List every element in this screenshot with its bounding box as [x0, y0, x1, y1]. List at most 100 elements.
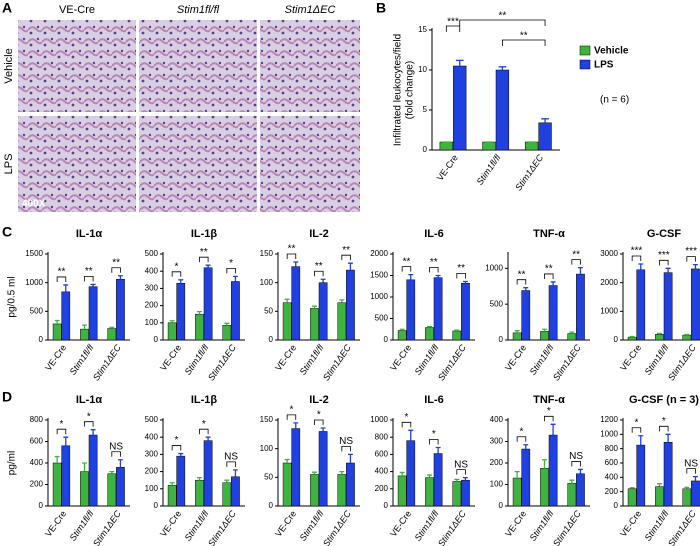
error-bar: [577, 266, 583, 275]
error-bar: [462, 280, 468, 284]
bar: [663, 272, 673, 341]
error-bar: [427, 326, 432, 328]
y-axis-label: Infiltrated leukocytes/field: [393, 34, 404, 146]
error-bar: [284, 458, 290, 463]
bar: [61, 445, 71, 507]
y-tick-label: 400: [145, 432, 159, 441]
significance-label: *: [60, 419, 64, 430]
bar: [222, 482, 232, 507]
error-bar: [684, 333, 690, 336]
significance-label: *: [202, 419, 206, 430]
error-bar: [197, 310, 202, 315]
significance-bracket: [111, 267, 121, 273]
y-tick-label: 3000: [600, 249, 618, 258]
error-bar: [205, 264, 211, 268]
bar: [167, 322, 177, 341]
significance-label: **: [430, 257, 438, 268]
error-bar: [408, 429, 414, 441]
significance-bracket: [659, 259, 669, 266]
significance-bracket: [631, 255, 642, 262]
y-tick-label: 0: [269, 335, 274, 344]
error-bar: [320, 427, 326, 432]
bar: [663, 441, 673, 507]
bar: [346, 269, 355, 341]
significance-label: *: [87, 411, 91, 422]
error-bar: [169, 320, 175, 323]
significance-bracket: [631, 427, 642, 433]
error-bar: [427, 474, 432, 478]
significance-label: NS: [684, 458, 698, 469]
x-tick-label: VE-Cre: [43, 509, 68, 539]
bar: [107, 328, 117, 341]
significance-label: *: [635, 417, 639, 428]
significance-bracket: [659, 425, 669, 432]
y-tick-label: 200: [145, 467, 159, 476]
y-tick-label: 800: [30, 415, 44, 424]
error-bar: [339, 299, 345, 303]
error-bar: [514, 330, 520, 333]
bar: [88, 434, 98, 507]
significance-label: **: [572, 249, 580, 260]
y-tick-label: 100: [260, 444, 274, 453]
x-tick-label: VE-Cre: [273, 509, 298, 539]
x-tick-label: Stim1ΔEC: [551, 508, 583, 546]
significance-label: ***: [658, 250, 670, 261]
bar: [452, 330, 462, 341]
x-tick-label: Stim1fl/fl: [475, 152, 504, 187]
bar: [452, 481, 462, 507]
column-label: Stim1fl/fl: [177, 4, 220, 16]
y-tick-label: 400: [145, 266, 159, 275]
bar: [88, 286, 98, 341]
x-tick-label: Stim1fl/fl: [298, 342, 327, 377]
x-tick-label: Stim1fl/fl: [298, 508, 327, 543]
bar: [682, 334, 692, 341]
y-tick-label: 1500: [25, 249, 43, 258]
chart-title: IL-1β: [191, 228, 218, 240]
error-bar: [312, 471, 317, 475]
bar: [195, 313, 204, 341]
bar: [80, 328, 89, 341]
significance-label: **: [403, 256, 411, 267]
chart-title: IL-1α: [76, 394, 103, 406]
legend-swatch: [579, 59, 591, 70]
significance-label: *: [229, 258, 233, 269]
y-tick-label: 500: [145, 249, 159, 258]
error-bar: [665, 267, 671, 273]
significance-bracket: [429, 439, 439, 445]
error-bar: [542, 459, 547, 469]
image: [18, 20, 136, 112]
error-bar: [205, 436, 211, 441]
bar: [512, 332, 522, 341]
error-bar: [462, 476, 468, 481]
significance-label: *: [317, 410, 321, 421]
significance-label: **: [112, 257, 120, 268]
bar: [282, 302, 292, 341]
image: [139, 20, 257, 112]
error-bar: [399, 471, 405, 476]
chart-title: TNF-α: [533, 228, 565, 240]
bar: [548, 434, 558, 507]
significance-bracket: [459, 19, 546, 26]
bar: [291, 266, 301, 341]
bar: [567, 333, 577, 341]
y-tick-label: 2000: [370, 249, 388, 258]
x-tick-label: Stim1fl/fl: [528, 508, 557, 543]
significance-bracket: [171, 445, 182, 451]
significance-bracket: [226, 267, 236, 274]
histology-images: [18, 20, 360, 212]
bar: [512, 477, 522, 507]
bar: [576, 273, 585, 341]
panel-label: A: [2, 0, 12, 16]
error-bar: [657, 332, 662, 335]
bar: [461, 282, 470, 341]
x-tick-label: Stim1ΔEC: [321, 342, 353, 382]
bar: [433, 453, 443, 507]
error-bar: [63, 284, 69, 292]
significance-bracket: [111, 451, 121, 457]
error-bar: [399, 328, 405, 331]
error-bar: [498, 66, 507, 70]
error-bar: [284, 298, 290, 303]
bar: [80, 471, 89, 507]
panel-label: B: [376, 0, 386, 16]
x-tick-label: Stim1fl/fl: [68, 508, 97, 543]
